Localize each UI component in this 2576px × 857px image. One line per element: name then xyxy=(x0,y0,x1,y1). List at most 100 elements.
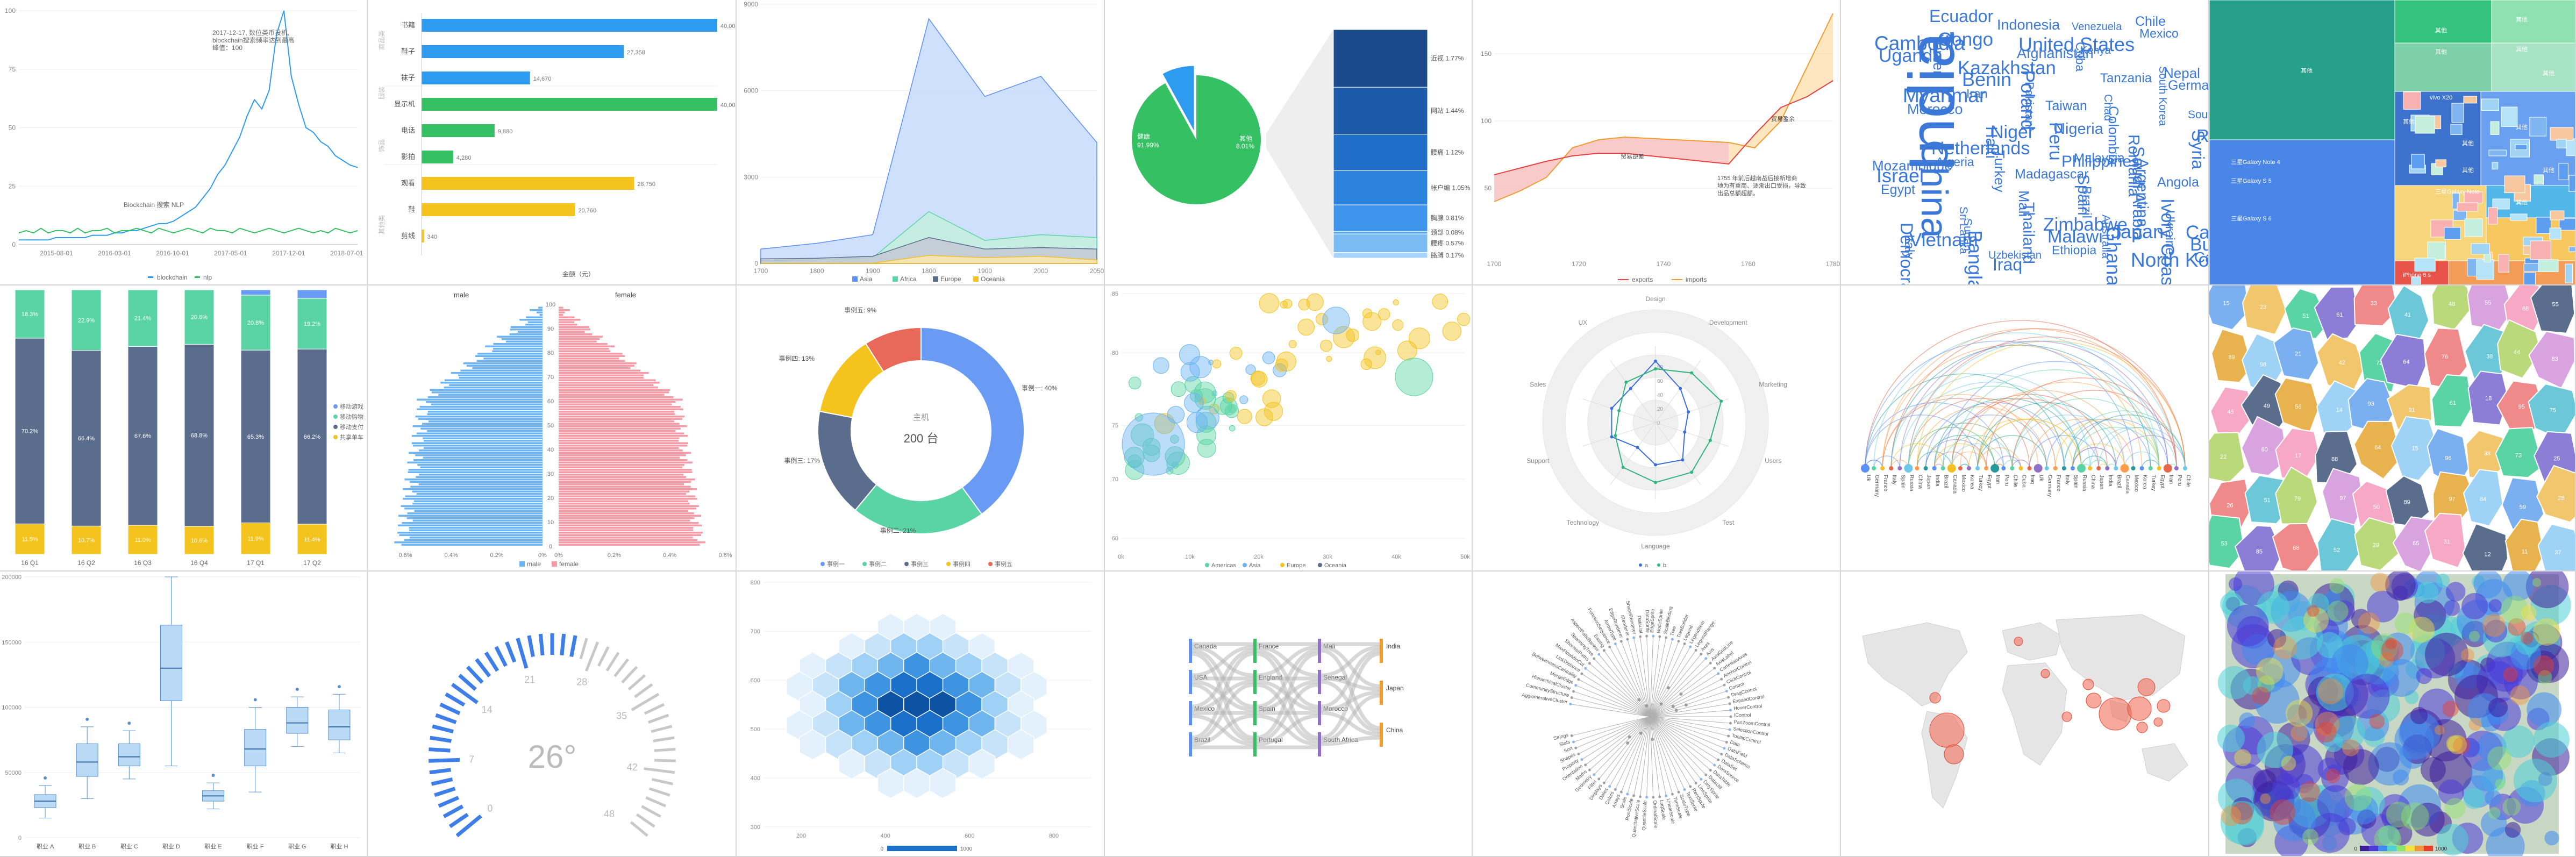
heat-blob xyxy=(2502,797,2521,816)
value-label: 14,670 xyxy=(533,76,552,82)
arc-node xyxy=(1975,466,1980,470)
tree-node xyxy=(1614,788,1617,791)
node-label: Uk xyxy=(2038,475,2044,482)
heat-blob xyxy=(2303,607,2329,633)
cell-label: 31 xyxy=(2444,539,2450,545)
panel-wordcloud: India China United States Philippines Bangla… xyxy=(1841,0,2209,285)
value-label: 28,750 xyxy=(637,181,655,188)
heat-blob xyxy=(2281,755,2296,771)
tree-node xyxy=(1666,686,1670,690)
heat-blob xyxy=(2444,599,2460,616)
arc-node xyxy=(2027,466,2032,470)
tree-link xyxy=(1627,716,1651,795)
tree-link xyxy=(1650,716,1727,743)
category-label: 职业 B xyxy=(79,843,96,850)
imports-line xyxy=(1494,80,1833,175)
area-Asia xyxy=(760,18,1097,264)
gauge-tick xyxy=(438,796,460,808)
male-bar xyxy=(420,427,543,430)
heat-blob xyxy=(2447,734,2467,754)
legend-max: 1000 xyxy=(960,846,973,852)
female-bar xyxy=(559,391,669,394)
gauge-tick xyxy=(439,702,461,716)
cell-label: 14 xyxy=(2336,407,2343,413)
arc-link xyxy=(1865,415,1978,469)
heat-blob xyxy=(2445,582,2466,602)
heat-blob xyxy=(2480,810,2507,837)
male-bar xyxy=(427,411,543,413)
segment-label: 19.2% xyxy=(304,321,320,327)
female-bar xyxy=(559,316,575,318)
heat-blob xyxy=(2463,788,2485,809)
bubble xyxy=(1306,293,1324,311)
tree-node xyxy=(1597,777,1601,781)
word: Indonesia xyxy=(1997,17,2060,33)
tree-link xyxy=(1575,685,1651,717)
map-bubble xyxy=(2137,678,2156,696)
heat-blob xyxy=(2436,573,2450,588)
tree-link xyxy=(1650,637,1667,717)
x-tick-label: 2015-08-01 xyxy=(40,249,73,257)
arc-node xyxy=(2139,466,2144,470)
y-tick-label: 0 xyxy=(18,835,22,841)
legend-swatch xyxy=(1243,563,1247,567)
tree-node xyxy=(1639,731,1643,735)
treemap-cell xyxy=(2209,139,2395,284)
age-tick-label: 60 xyxy=(547,398,554,405)
y-tick-label: 50 xyxy=(1485,184,1492,192)
cell-label: 42 xyxy=(2339,360,2345,366)
gauge-tick xyxy=(645,796,667,808)
leaf-label: OrdinalScale xyxy=(1652,801,1659,829)
bubble xyxy=(1237,409,1252,424)
cell-label: 83 xyxy=(2552,356,2558,362)
legend-label: Oceania xyxy=(1324,562,1347,569)
heat-blob xyxy=(2416,581,2439,604)
segment-label: 18.3% xyxy=(22,311,38,318)
segment-label: 66.4% xyxy=(78,435,95,442)
treemap-cell xyxy=(2568,246,2575,252)
arc-link xyxy=(1899,340,2168,469)
treemap-cell xyxy=(2504,175,2525,194)
female-bar xyxy=(559,539,697,541)
arc-node xyxy=(1947,464,1956,473)
female-bar xyxy=(559,333,593,335)
female-bar xyxy=(559,335,603,338)
gauge-tick xyxy=(636,813,655,828)
x-tick-label: 40k xyxy=(1392,554,1401,560)
age-tick-label: 30 xyxy=(547,471,554,477)
leaf-label: EdgeSprite xyxy=(1649,609,1656,633)
word: South Africa xyxy=(2188,109,2209,121)
arc-node xyxy=(1872,466,1876,470)
male-bar xyxy=(409,529,543,531)
tree-node xyxy=(1639,795,1642,798)
word: Tanzania xyxy=(2100,71,2152,85)
outlier xyxy=(253,698,257,702)
outlier xyxy=(85,717,89,721)
tree-node xyxy=(1704,657,1708,660)
y-tick-label: 6000 xyxy=(744,87,758,95)
bubble xyxy=(1180,362,1200,382)
male-bar xyxy=(412,490,543,492)
female-bar xyxy=(559,432,684,434)
legend-swatch xyxy=(519,561,525,567)
legend-swatch xyxy=(852,276,858,282)
legend-swatch xyxy=(1639,563,1642,567)
bubble xyxy=(1171,381,1187,397)
tree-node xyxy=(1720,753,1723,756)
treemap-cell xyxy=(2529,117,2547,137)
cell-label: 64 xyxy=(2403,359,2409,365)
chart-hexbin: 300 400 500 600 700 800 200 400 600 800 0 1000 xyxy=(751,580,1091,852)
group-label: 饰品 xyxy=(378,139,386,152)
tree-node xyxy=(1665,636,1668,639)
sankey-node xyxy=(1253,732,1257,756)
heat-blob xyxy=(2382,659,2421,697)
outlier xyxy=(211,774,215,777)
tree-link xyxy=(1585,668,1651,717)
heat-blob xyxy=(2408,617,2435,643)
tree-link xyxy=(1640,637,1651,717)
bar xyxy=(422,124,495,137)
cell-label: 18 xyxy=(2485,396,2492,402)
bubble xyxy=(1288,340,1297,348)
legend-swatch xyxy=(1205,563,1209,567)
